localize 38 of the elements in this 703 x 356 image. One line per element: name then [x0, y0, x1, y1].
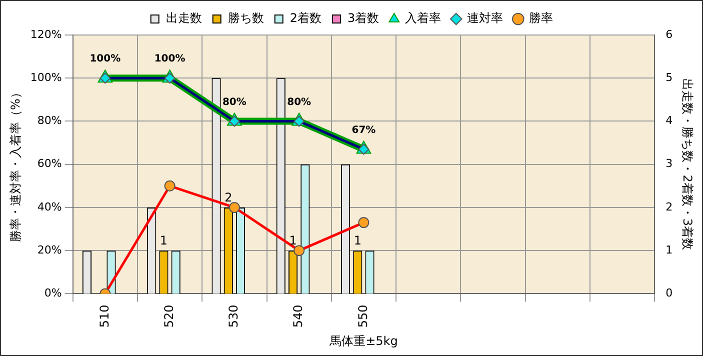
y-tick-label: 40%: [37, 200, 62, 214]
x-tick-label: 530: [226, 304, 241, 328]
y-tick-label: 0%: [44, 286, 62, 300]
legend-label: 勝ち数: [228, 11, 264, 26]
data-label: 67%: [352, 124, 376, 136]
y2-tick-label: 2: [666, 200, 673, 214]
y-tick-label: 60%: [37, 157, 62, 170]
data-label: 80%: [287, 96, 312, 108]
x-axis-title: 馬体重±5kg: [328, 334, 398, 348]
legend-label: 勝率: [529, 11, 554, 26]
data-label: 1: [354, 234, 362, 248]
legend-label: 連対率: [467, 11, 504, 26]
y2-tick-label: 4: [666, 114, 673, 128]
data-label: 100%: [154, 54, 186, 65]
y2-tick-label: 1: [666, 243, 673, 256]
data-label: 1: [289, 234, 297, 248]
legend-label: 3着数: [348, 11, 380, 26]
data-label: 80%: [222, 96, 246, 108]
y2-axis-title: 出走数・勝ち数・2着数・3着数: [680, 78, 695, 250]
y2-tick-label: 3: [666, 157, 673, 170]
x-tick-label: 550: [356, 304, 370, 328]
y-tick-label: 120%: [30, 28, 62, 41]
legend-label: 入着率: [405, 11, 442, 26]
legend-label: 出走数: [166, 11, 202, 26]
x-tick-label: 520: [162, 304, 176, 328]
y-tick-label: 100%: [30, 70, 62, 84]
y2-tick-label: 6: [666, 28, 673, 41]
legend-label: 2着数: [290, 11, 322, 26]
y2-tick-label: 0: [666, 286, 673, 300]
x-tick-label: 510: [97, 304, 112, 328]
y-tick-label: 20%: [37, 243, 62, 256]
y-axis-title: 勝率・連対率・入着率（%）: [8, 86, 22, 242]
data-label: 2: [224, 190, 232, 205]
data-label: 1: [160, 234, 168, 248]
x-tick-label: 540: [291, 304, 306, 328]
data-label: 100%: [90, 54, 121, 65]
y2-tick-label: 5: [666, 70, 673, 84]
y-tick-label: 80%: [37, 114, 62, 128]
